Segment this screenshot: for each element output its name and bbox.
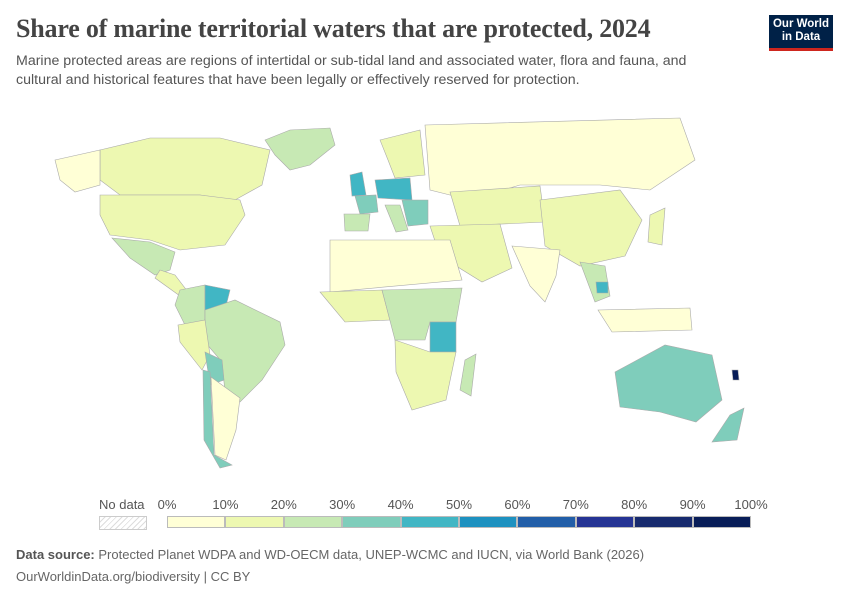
country-japan[interactable]	[647, 207, 666, 246]
legend-tick-label: 50%	[445, 497, 473, 512]
country-balkans[interactable]	[401, 199, 429, 227]
country-india[interactable]	[511, 245, 561, 303]
legend-tick-label: 70%	[562, 497, 589, 512]
country-peru[interactable]	[177, 319, 211, 371]
legend-no-data-swatch	[99, 516, 147, 530]
country-germany-poland[interactable]	[374, 177, 413, 201]
legend-tick-label: 20%	[270, 497, 297, 512]
country-italy[interactable]	[384, 204, 409, 233]
source-url[interactable]: OurWorldinData.org/biodiversity | CC BY	[16, 569, 251, 584]
country-united-kingdom[interactable]	[349, 171, 367, 197]
legend-tick-label: 80%	[621, 497, 648, 512]
legend-no-data-label: No data	[99, 497, 145, 512]
legend-swatch[interactable]	[167, 516, 226, 528]
country-united-states[interactable]	[99, 194, 246, 251]
legend-swatch[interactable]	[342, 516, 401, 528]
legend-swatch[interactable]	[634, 516, 693, 528]
legend-swatch[interactable]	[283, 516, 343, 528]
legend-swatch[interactable]	[459, 516, 518, 528]
legend-tick-label: 60%	[504, 497, 531, 512]
country-russia[interactable]	[424, 117, 696, 201]
country-west-africa[interactable]	[319, 289, 391, 323]
country-australia[interactable]	[614, 344, 723, 423]
country-new-zealand[interactable]	[711, 407, 745, 443]
country-new-caledonia[interactable]	[731, 369, 740, 381]
country-colombia[interactable]	[174, 284, 206, 326]
country-madagascar[interactable]	[459, 353, 477, 397]
country-mexico[interactable]	[111, 237, 176, 276]
source-label: Data source:	[16, 547, 95, 562]
country-alaska-us[interactable]	[54, 149, 101, 193]
legend-swatch[interactable]	[517, 516, 576, 528]
legend-tick-label: 100%	[734, 497, 768, 512]
country-argentina[interactable]	[210, 376, 241, 461]
legend-tick-label: 10%	[212, 497, 239, 512]
legend-swatch[interactable]	[575, 516, 635, 528]
country-east-africa[interactable]	[429, 321, 457, 353]
chart-title: Share of marine territorial waters that …	[16, 14, 651, 43]
legend-tick-label: 0%	[157, 497, 177, 512]
country-france[interactable]	[354, 194, 379, 215]
country-southern-africa[interactable]	[394, 339, 457, 411]
chart-subtitle: Marine protected areas are regions of in…	[16, 53, 687, 88]
country-canada[interactable]	[99, 137, 271, 201]
logo-line2: in Data	[781, 31, 821, 43]
legend-tick-label: 30%	[329, 497, 356, 512]
country-scandinavia[interactable]	[379, 129, 426, 179]
country-indonesia[interactable]	[597, 307, 693, 333]
legend-swatch[interactable]	[400, 516, 459, 528]
legend-tick-label: 40%	[387, 497, 414, 512]
country-cambodia[interactable]	[595, 281, 609, 294]
country-greenland[interactable]	[264, 127, 336, 171]
country-central-asia[interactable]	[449, 185, 546, 227]
legend-swatch[interactable]	[225, 516, 284, 528]
legend-tick-label: 90%	[679, 497, 706, 512]
country-brazil[interactable]	[204, 299, 286, 403]
country-chile[interactable]	[202, 369, 233, 469]
source-text: Protected Planet WDPA and WD-OECM data, …	[98, 547, 645, 562]
owid-logo[interactable]: Our World in Data	[769, 15, 833, 51]
data-source: Data source: Protected Planet WDPA and W…	[16, 547, 644, 562]
world-map	[54, 117, 745, 469]
logo-line1: Our World	[772, 18, 829, 30]
country-spain[interactable]	[343, 213, 371, 232]
country-north-africa[interactable]	[329, 239, 463, 293]
legend-swatch[interactable]	[692, 516, 751, 528]
country-china[interactable]	[539, 189, 643, 267]
